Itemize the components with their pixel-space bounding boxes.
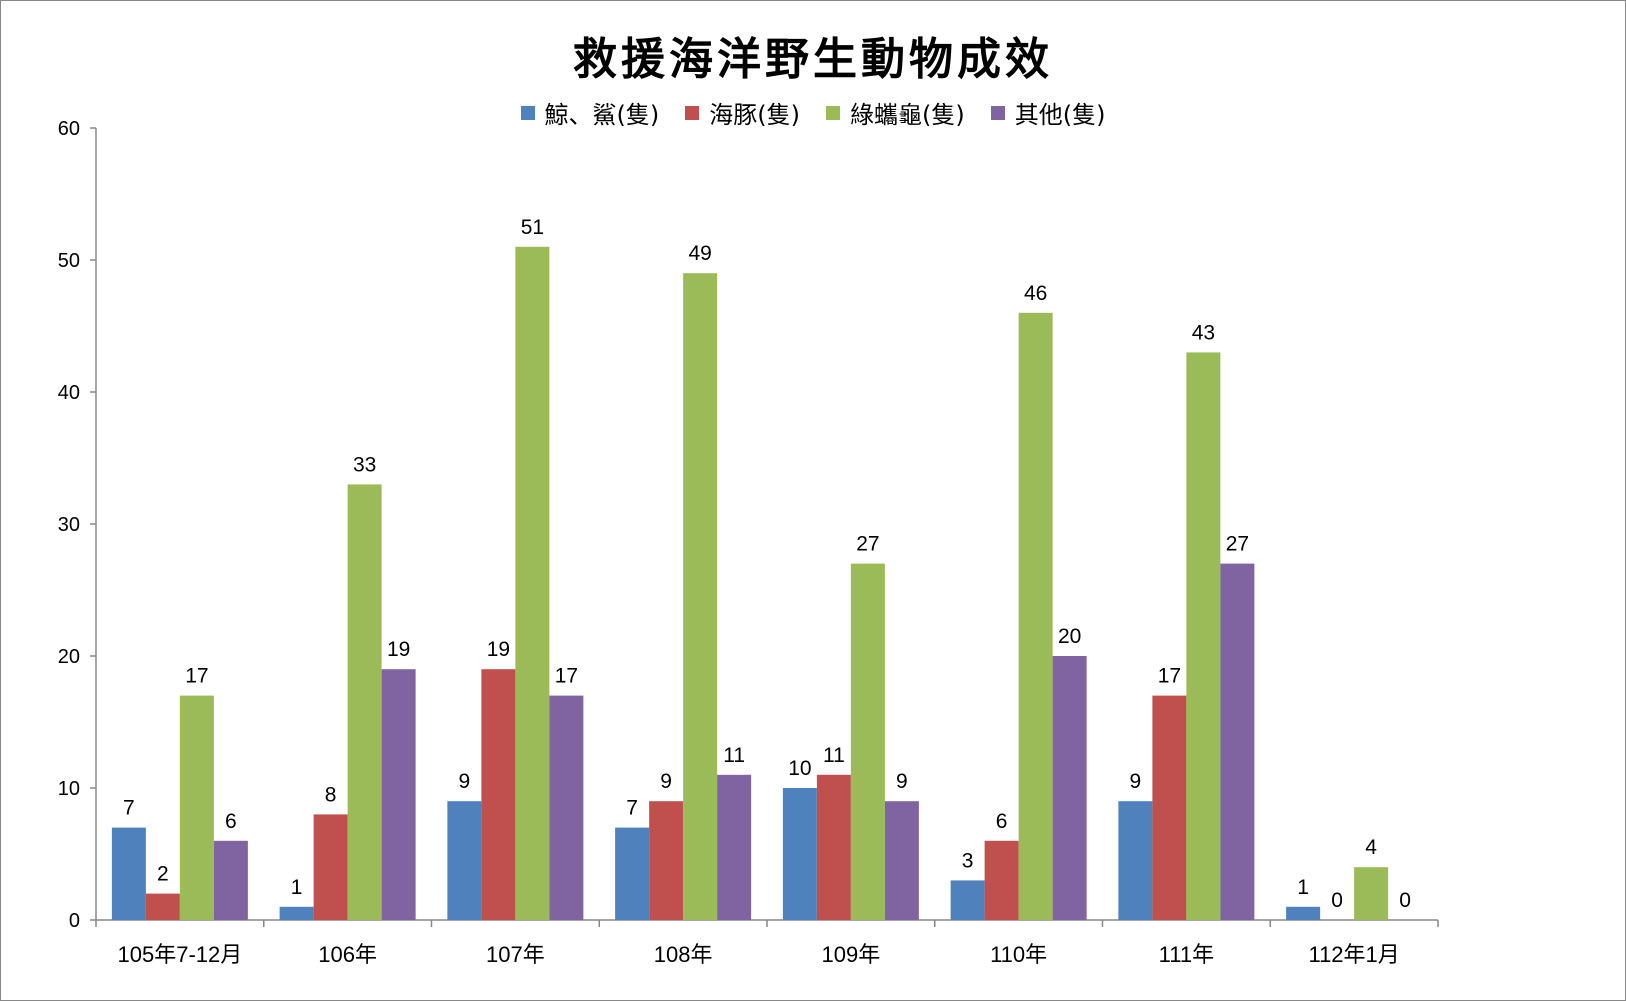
y-tick-label: 50 xyxy=(58,250,80,272)
legend-swatch-other xyxy=(990,105,1005,120)
bar-value-label: 3 xyxy=(962,849,974,872)
bar xyxy=(1186,352,1221,920)
bar-value-label: 4 xyxy=(1365,836,1377,859)
bar xyxy=(1152,695,1187,920)
bar xyxy=(213,840,248,920)
bar xyxy=(1018,312,1053,920)
bar xyxy=(515,246,550,921)
bar xyxy=(381,669,416,920)
bar xyxy=(1286,906,1321,920)
legend-label-green-turtle: 綠蠵龜(隻) xyxy=(850,101,965,129)
legend-item-green-turtle: 綠蠵龜(隻) xyxy=(826,95,965,130)
bar-value-label: 19 xyxy=(487,638,510,661)
bar xyxy=(279,906,314,920)
bar-value-label: 6 xyxy=(996,810,1008,833)
bar-value-label: 20 xyxy=(1058,625,1081,648)
legend-label-dolphin: 海豚(隻) xyxy=(709,101,800,129)
bar-value-label: 7 xyxy=(626,797,638,820)
bar-value-label: 11 xyxy=(823,744,845,767)
bar xyxy=(1354,867,1389,920)
bar-value-label: 9 xyxy=(459,770,471,793)
x-category-label: 107年 xyxy=(486,942,545,967)
bar-value-label: 0 xyxy=(1399,889,1411,912)
y-tick-label: 40 xyxy=(58,382,80,404)
bar-value-label: 27 xyxy=(1226,533,1249,556)
bar-value-label: 9 xyxy=(660,770,672,793)
bar-value-label: 43 xyxy=(1192,321,1215,344)
bar xyxy=(615,827,650,920)
x-category-label: 111年 xyxy=(1159,942,1214,967)
bar xyxy=(1118,801,1153,920)
bar-value-label: 1 xyxy=(291,876,303,899)
bar xyxy=(816,774,851,920)
bar-value-label: 9 xyxy=(896,770,908,793)
bar-value-label: 17 xyxy=(1158,665,1181,688)
y-tick-label: 0 xyxy=(69,910,80,932)
bar-value-label: 17 xyxy=(555,665,578,688)
bar-value-label: 10 xyxy=(788,757,811,780)
bar xyxy=(649,801,684,920)
y-tick-label: 10 xyxy=(58,778,80,800)
bar-value-label: 51 xyxy=(521,216,544,239)
bar xyxy=(683,273,718,920)
bar xyxy=(179,695,214,920)
bar xyxy=(347,484,382,920)
bar-value-label: 6 xyxy=(225,810,237,833)
bar xyxy=(850,563,885,920)
bar-value-label: 7 xyxy=(123,797,135,820)
x-category-label: 105年7-12月 xyxy=(118,942,243,967)
bar-value-label: 8 xyxy=(325,783,337,806)
y-tick-label: 20 xyxy=(58,646,80,668)
x-category-label: 109年 xyxy=(822,942,881,967)
legend-label-whale-shark: 鯨、鯊(隻) xyxy=(544,101,660,129)
bar-value-label: 49 xyxy=(688,242,711,265)
x-category-label: 108年 xyxy=(654,942,713,967)
bar-value-label: 27 xyxy=(856,533,879,556)
bar xyxy=(717,774,752,920)
bar-value-label: 19 xyxy=(387,638,410,661)
bar-value-label: 2 xyxy=(157,863,169,886)
legend-item-other: 其他(隻) xyxy=(990,95,1106,130)
legend-item-dolphin: 海豚(隻) xyxy=(685,95,800,130)
bar-value-label: 17 xyxy=(185,665,208,688)
y-tick-label: 30 xyxy=(58,514,80,536)
x-category-label: 106年 xyxy=(318,942,377,967)
bar-value-label: 1 xyxy=(1297,876,1309,899)
bar xyxy=(549,695,584,920)
bar xyxy=(1220,563,1255,920)
bar xyxy=(1052,656,1087,920)
bar-value-label: 0 xyxy=(1331,889,1343,912)
x-category-label: 112年1月 xyxy=(1308,942,1399,967)
bar xyxy=(950,880,985,920)
bar-value-label: 33 xyxy=(353,453,376,476)
legend-label-other: 其他(隻) xyxy=(1014,101,1106,129)
legend-swatch-dolphin xyxy=(685,105,700,120)
x-category-label: 110年 xyxy=(990,942,1047,967)
bar xyxy=(313,814,348,920)
legend-swatch-green-turtle xyxy=(826,105,840,120)
chart-title: 救援海洋野生動物成效 xyxy=(573,34,1053,85)
bar xyxy=(782,788,817,920)
y-tick-label: 60 xyxy=(58,118,80,140)
bar-value-label: 46 xyxy=(1024,282,1047,305)
bar xyxy=(481,669,516,920)
chart-legend: 鯨、鯊(隻) 海豚(隻) 綠蠵龜(隻) 其他(隻) xyxy=(1,95,1625,130)
bar xyxy=(111,827,146,920)
legend-swatch-whale-shark xyxy=(520,105,535,120)
bar xyxy=(984,840,1019,920)
bar xyxy=(884,801,919,920)
legend-item-whale-shark: 鯨、鯊(隻) xyxy=(520,95,660,130)
bar xyxy=(145,893,180,920)
bar-value-label: 9 xyxy=(1130,770,1142,793)
bar xyxy=(447,801,482,920)
bar-value-label: 11 xyxy=(723,744,745,767)
